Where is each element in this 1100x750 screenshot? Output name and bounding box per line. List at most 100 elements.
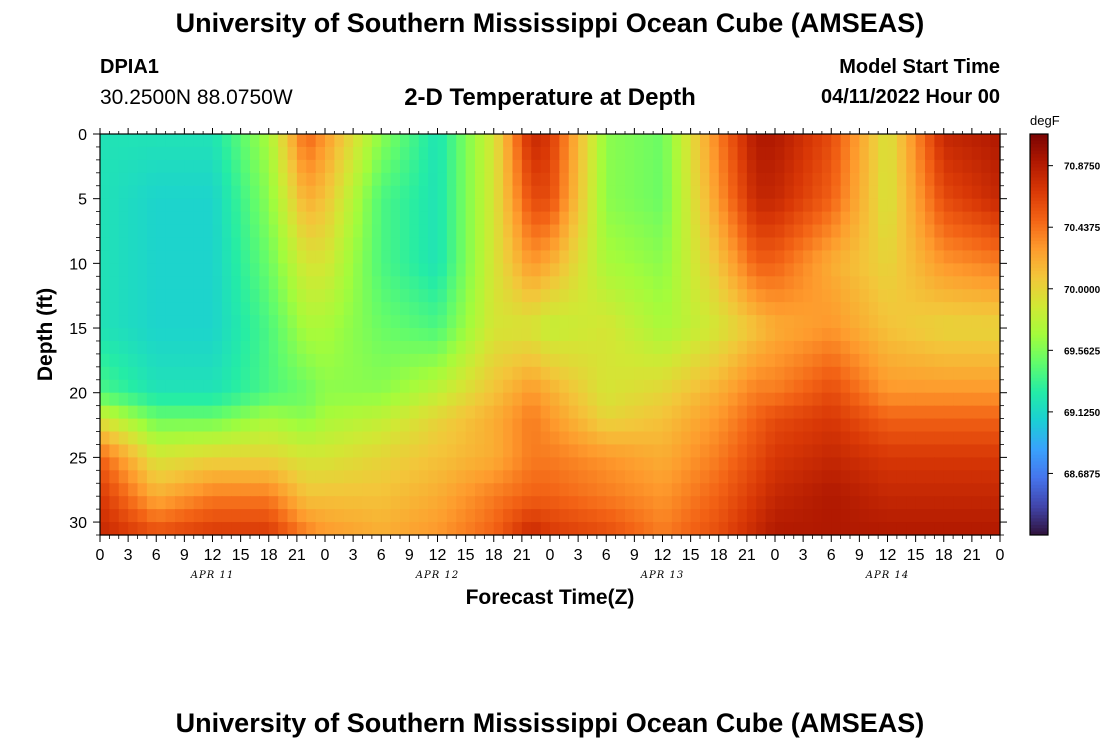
heatmap-cell	[578, 483, 589, 497]
heatmap-cell	[587, 379, 598, 394]
heatmap-cell	[446, 263, 457, 277]
heatmap-cell	[503, 483, 514, 497]
heatmap-cell	[690, 496, 701, 510]
heatmap-cell	[718, 172, 729, 187]
heatmap-cell	[662, 509, 673, 523]
heatmap-cell	[962, 509, 973, 523]
heatmap-cell	[756, 276, 767, 290]
x-tick-label: 0	[771, 547, 780, 564]
heatmap-cell	[643, 211, 654, 226]
heatmap-cell	[981, 276, 992, 290]
heatmap-cell	[493, 302, 504, 316]
heatmap-cell	[925, 405, 935, 420]
heatmap-cell	[953, 379, 964, 394]
heatmap-cell	[521, 431, 532, 446]
heatmap-cell	[596, 302, 607, 316]
heatmap-cell	[643, 276, 654, 290]
heatmap-cell	[718, 418, 729, 433]
heatmap-cell	[953, 483, 964, 497]
heatmap-cell	[371, 224, 382, 239]
heatmap-cell	[868, 185, 879, 200]
heatmap-cell	[531, 250, 542, 264]
heatmap-cell	[896, 328, 907, 342]
heatmap-cell	[250, 470, 260, 484]
heatmap-cell	[362, 392, 373, 407]
heatmap-cell	[615, 159, 626, 174]
heatmap-cell	[221, 328, 232, 342]
heatmap-cell	[259, 457, 270, 471]
heatmap-cell	[615, 263, 626, 277]
heatmap-cell	[287, 159, 298, 174]
heatmap-cell	[596, 496, 607, 510]
heatmap-cell	[737, 289, 748, 303]
heatmap-cell	[878, 185, 889, 200]
heatmap-cell	[165, 198, 176, 213]
heatmap-cell	[325, 444, 335, 458]
heatmap-cell	[465, 250, 476, 264]
heatmap-cell	[156, 483, 167, 497]
heatmap-cell	[184, 431, 195, 446]
heatmap-cell	[137, 379, 148, 394]
x-tick-label: 9	[630, 547, 639, 564]
heatmap-cell	[953, 418, 964, 433]
heatmap-cell	[765, 392, 776, 407]
heatmap-cell	[371, 198, 382, 213]
heatmap-cell	[240, 211, 251, 226]
heatmap-cell	[550, 457, 560, 471]
heatmap-cell	[934, 198, 945, 213]
heatmap-cell	[625, 211, 635, 226]
heatmap-cell	[512, 172, 523, 187]
heatmap-cell	[193, 340, 204, 355]
heatmap-cell	[521, 276, 532, 290]
heatmap-cell	[746, 457, 757, 471]
heatmap-cell	[634, 224, 645, 239]
colorbar-band	[1030, 234, 1048, 239]
heatmap-cell	[175, 172, 185, 187]
heatmap-cell	[606, 379, 617, 394]
heatmap-cell	[212, 276, 223, 290]
heatmap-cell	[990, 146, 1001, 161]
heatmap-cell	[156, 340, 167, 355]
heatmap-cell	[212, 470, 223, 484]
heatmap-cell	[343, 483, 354, 497]
heatmap-cell	[962, 315, 973, 329]
heatmap-cell	[353, 431, 364, 446]
heatmap-cell	[615, 392, 626, 407]
heatmap-cell	[643, 405, 654, 420]
heatmap-cell	[559, 405, 570, 420]
heatmap-cell	[840, 366, 851, 381]
heatmap-cell	[915, 340, 926, 355]
heatmap-cell	[615, 509, 626, 523]
heatmap-cell	[887, 431, 898, 446]
heatmap-cell	[268, 172, 279, 187]
heatmap-cell	[428, 483, 439, 497]
heatmap-cell	[718, 444, 729, 458]
heatmap-cell	[821, 522, 832, 536]
heatmap-cell	[343, 522, 354, 536]
heatmap-cell	[128, 431, 139, 446]
heatmap-cell	[653, 366, 664, 381]
heatmap-cell	[362, 159, 373, 174]
heatmap-cell	[475, 134, 485, 148]
heatmap-cell	[906, 159, 917, 174]
heatmap-cell	[784, 509, 795, 523]
heatmap-cell	[231, 289, 242, 303]
heatmap-cell	[690, 457, 701, 471]
heatmap-cell	[859, 496, 870, 510]
heatmap-cell	[709, 431, 720, 446]
heatmap-cell	[343, 340, 354, 355]
heatmap-cell	[653, 483, 664, 497]
colorbar-tick-label: 68.6875	[1064, 469, 1100, 480]
heatmap-cell	[381, 172, 392, 187]
heatmap-cell	[596, 509, 607, 523]
heatmap-cell	[643, 315, 654, 329]
heatmap-cell	[737, 134, 748, 148]
heatmap-cell	[278, 418, 289, 433]
heatmap-cell	[728, 457, 739, 471]
heatmap-cell	[756, 211, 767, 226]
colorbar-band	[1030, 311, 1048, 315]
heatmap-cell	[906, 457, 917, 471]
heatmap-cell	[193, 276, 204, 290]
heatmap-cell	[775, 237, 785, 252]
heatmap-cell	[653, 185, 664, 200]
